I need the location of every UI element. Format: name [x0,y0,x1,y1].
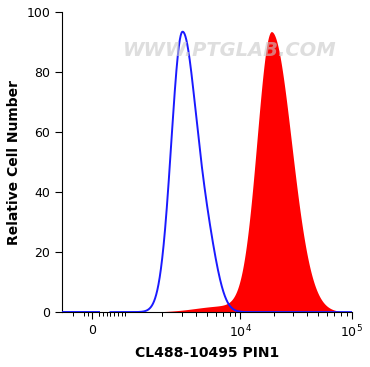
Y-axis label: Relative Cell Number: Relative Cell Number [7,80,21,244]
X-axis label: CL488-10495 PIN1: CL488-10495 PIN1 [135,346,279,360]
Text: WWW.PTGLAB.COM: WWW.PTGLAB.COM [123,41,337,61]
